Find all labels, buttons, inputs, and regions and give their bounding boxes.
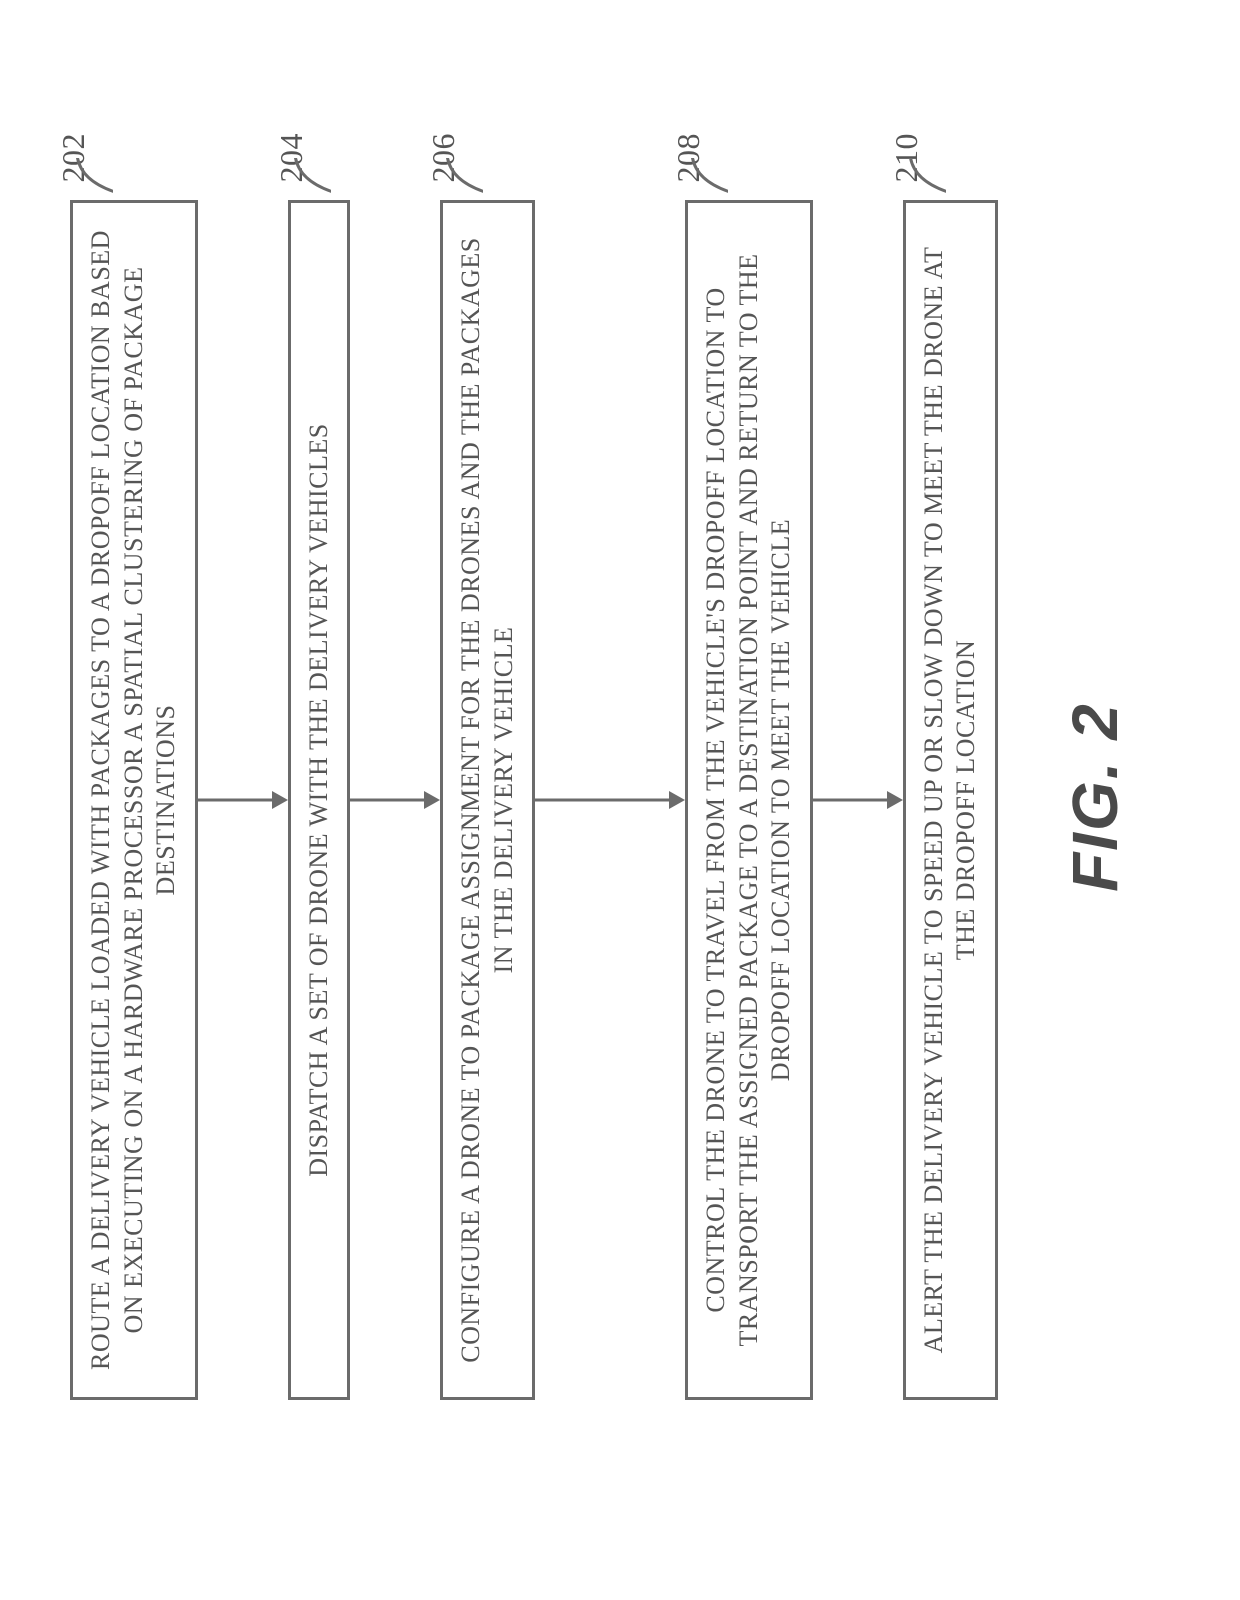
arrow-down-icon [198, 780, 288, 820]
flow-step-box: DISPATCH A SET OF DRONE WITH THE DELIVER… [288, 200, 351, 1400]
arrow-down-icon [535, 780, 685, 820]
flow-step: ALERT THE DELIVERY VEHICLE TO SPEED UP O… [903, 100, 998, 1500]
flow-step-text: CONFIGURE A DRONE TO PACKAGE ASSIGNMENT … [455, 221, 520, 1379]
arrow-connector [535, 100, 685, 1500]
flow-step: DISPATCH A SET OF DRONE WITH THE DELIVER… [288, 100, 351, 1500]
flow-step-text: CONTROL THE DRONE TO TRAVEL FROM THE VEH… [700, 221, 798, 1379]
flow-step-box: CONTROL THE DRONE TO TRAVEL FROM THE VEH… [685, 200, 813, 1400]
ref-leader-icon [688, 158, 728, 198]
arrow-connector [198, 100, 288, 1500]
flow-step: CONTROL THE DRONE TO TRAVEL FROM THE VEH… [685, 100, 813, 1500]
ref-leader-icon [73, 158, 113, 198]
flow-step: CONFIGURE A DRONE TO PACKAGE ASSIGNMENT … [440, 100, 535, 1500]
ref-leader-icon [906, 158, 946, 198]
ref-leader-icon [443, 158, 483, 198]
ref-leader-icon [291, 158, 331, 198]
arrow-down-icon [350, 780, 440, 820]
arrow-down-icon [813, 780, 903, 820]
flow-step-text: ROUTE A DELIVERY VEHICLE LOADED WITH PAC… [85, 221, 183, 1379]
figure-label: FIG. 2 [1058, 702, 1132, 892]
flowchart-container: ROUTE A DELIVERY VEHICLE LOADED WITH PAC… [70, 100, 1170, 1500]
arrow-connector [813, 100, 903, 1500]
flow-step-box: ALERT THE DELIVERY VEHICLE TO SPEED UP O… [903, 200, 998, 1400]
flow-step-box: ROUTE A DELIVERY VEHICLE LOADED WITH PAC… [70, 200, 198, 1400]
flow-step-text: ALERT THE DELIVERY VEHICLE TO SPEED UP O… [918, 221, 983, 1379]
flow-step-text: DISPATCH A SET OF DRONE WITH THE DELIVER… [303, 423, 336, 1177]
flow-step: ROUTE A DELIVERY VEHICLE LOADED WITH PAC… [70, 100, 198, 1500]
flow-step-box: CONFIGURE A DRONE TO PACKAGE ASSIGNMENT … [440, 200, 535, 1400]
arrow-connector [350, 100, 440, 1500]
